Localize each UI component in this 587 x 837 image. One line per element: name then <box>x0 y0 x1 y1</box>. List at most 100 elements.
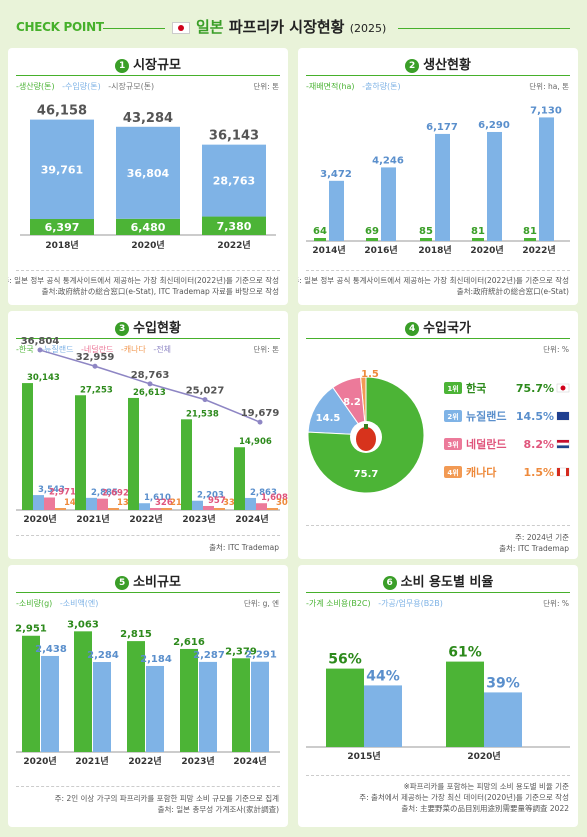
divider <box>306 775 570 776</box>
pepper-stem-icon <box>364 424 368 429</box>
data-label: 2,692 <box>102 489 129 499</box>
data-label: 2,815 <box>120 629 152 640</box>
bar-1 <box>86 497 97 510</box>
bar-b2b <box>364 685 402 747</box>
bar-0 <box>181 419 192 510</box>
production-chart: 64 3,472 2014년 69 4,246 2016년 85 6,177 2018년 81 6,… <box>306 105 570 256</box>
data-label: 7,380 <box>217 220 252 233</box>
x-tick-label: 2021년 <box>76 513 109 525</box>
data-label: 39,761 <box>41 163 83 176</box>
x-tick-label: 2024년 <box>235 513 268 525</box>
legend-item: -시장규모(톤) <box>108 82 155 91</box>
bar-b2c <box>326 668 364 747</box>
divider <box>306 270 570 271</box>
data-label: 61% <box>448 645 482 661</box>
data-label: 130 <box>117 498 135 508</box>
data-label: 2,184 <box>140 654 172 665</box>
panel-title-text: 시장규모 <box>133 58 181 73</box>
panel-import-countries: 4 수입국가 단위: % 75.7 14.5 8.2 1.5 1위 한국 75.7% 2위 뉴질랜… <box>298 311 578 559</box>
rank-badge <box>444 410 462 422</box>
market-size-chart: 6,397 39,761 46,158 2018년 6,480 36,804 43,284 2… <box>20 104 276 251</box>
legend-item: -캐나다 <box>120 345 146 354</box>
panel-number-badge: 5 <box>115 576 130 590</box>
nl-flag-icon-blue <box>557 445 569 449</box>
rank-label: 3위 <box>447 440 458 449</box>
rank-label: 2위 <box>447 412 458 421</box>
footnote: ※파프리카를 포함하는 피망의 소비 용도별 비율 기준 주: 출처에서 제공하는… <box>359 782 569 813</box>
x-tick-label: 2020년 <box>467 750 500 762</box>
x-tick-label: 2023년 <box>181 755 214 767</box>
bar-production <box>30 219 94 235</box>
total-label: 25,027 <box>186 386 225 397</box>
panel-number-badge: 4 <box>405 322 420 336</box>
data-label: 2,885 <box>91 488 118 498</box>
import-countries-chart: 75.7 14.58.2 1.5 1위 한국 75.7% 2위 뉴질랜드 14.5% 3위 네덜란드… <box>307 369 570 494</box>
x-tick-label: 2020년 <box>23 513 56 525</box>
panel-title-text: 수입현황 <box>133 321 181 336</box>
bar-0 <box>234 447 245 510</box>
bar-volume <box>180 648 198 752</box>
data-label: 2,379 <box>225 646 257 657</box>
panel-title-text: 생산현황 <box>423 58 471 73</box>
data-label: 2,284 <box>87 650 119 661</box>
slice-label: 8.2 <box>343 397 361 408</box>
unit-label: 단위: % <box>543 599 569 608</box>
unit-label: 단위: ha, 톤 <box>529 82 569 91</box>
bar-import <box>202 144 266 217</box>
ca-flag-icon-left <box>557 468 560 476</box>
rank-badge <box>444 466 462 478</box>
data-label: 64 <box>313 226 327 237</box>
x-tick-label: 2020년 <box>131 239 164 251</box>
data-label: 302 <box>276 498 288 508</box>
x-tick-label: 2021년 <box>75 755 108 767</box>
divider <box>306 525 570 526</box>
data-label: 2,971 <box>49 487 76 497</box>
data-label: 1,610 <box>144 493 171 503</box>
bar-spend <box>41 655 59 752</box>
data-label: 6,290 <box>478 120 510 131</box>
slice-label: 14.5 <box>316 413 341 424</box>
data-label: 56% <box>328 652 362 668</box>
legend-item: -출하량(톤) <box>362 82 401 91</box>
data-label: 36,804 <box>127 167 170 180</box>
bar-3 <box>55 508 66 510</box>
bar-area <box>314 238 326 241</box>
bar-2 <box>256 503 267 510</box>
bar-spend <box>146 665 164 752</box>
panel-imports: 3 수입현황 -한국 -뉴질랜드 -네덜란드 -캐나다 -전체 단위: 톤 30,… <box>8 311 288 559</box>
footnote: 주: 일본 정부 공식 통계사이트에서 제공하는 가장 최신데이터(2022년)… <box>298 276 569 296</box>
data-label: 3,472 <box>320 169 352 180</box>
bar-area <box>524 238 536 241</box>
rank-label: 4위 <box>447 468 458 477</box>
data-label: 2,203 <box>197 491 224 501</box>
title-country: 일본 <box>196 18 224 36</box>
panel-rule <box>306 75 570 76</box>
pie-slice <box>307 386 367 436</box>
bar-3 <box>108 508 119 510</box>
data-label: 7,130 <box>530 105 562 116</box>
bar-spend <box>93 662 111 752</box>
bar-volume <box>74 631 92 752</box>
panel-title: 3 수입현황 <box>8 317 288 336</box>
chart-legend: -생산량(톤) -수입량(톤) -시장규모(톤) <box>16 81 159 92</box>
x-tick-label: 2023년 <box>182 513 215 525</box>
rank-label: 1위 <box>447 384 458 393</box>
data-label: 330 <box>223 498 241 508</box>
divider <box>16 786 280 787</box>
data-label: 85 <box>419 226 433 237</box>
panel-market-size: 1 시장규모 -생산량(톤) -수입량(톤) -시장규모(톤) 단위: 톤 6,3… <box>8 48 288 305</box>
panel-rule <box>16 338 280 339</box>
panel-rule <box>16 75 280 76</box>
panel-number-badge: 2 <box>405 59 420 73</box>
data-label: 39% <box>486 675 520 691</box>
bar-volume <box>22 635 40 752</box>
panel-title-text: 소비규모 <box>133 575 181 590</box>
panel-number-badge: 6 <box>382 576 397 590</box>
data-label: 957 <box>208 496 226 506</box>
japan-flag-icon <box>172 21 190 34</box>
rank-badge <box>444 382 462 394</box>
legend-item: -전체 <box>153 345 172 354</box>
bar-shipment <box>329 180 344 241</box>
bar-import <box>116 126 180 219</box>
